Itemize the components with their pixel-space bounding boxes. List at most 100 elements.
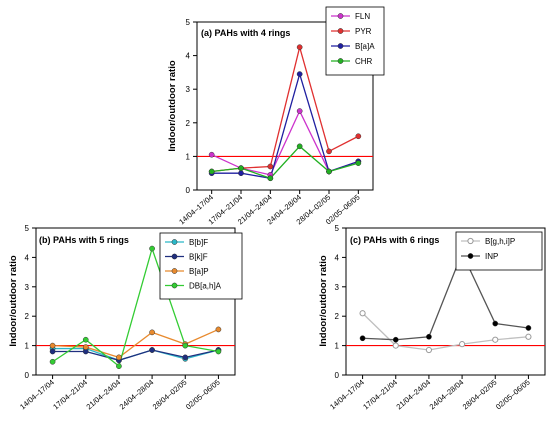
legend-label: B[a]A xyxy=(355,42,375,51)
chart-panel-1: 01234514/04–17/0417/04–21/0421/04–24/042… xyxy=(167,6,385,226)
legend: B[b]F B[k]F B[a]P DB[a,h]A xyxy=(159,232,243,300)
chart-panel-3: 01234514/04–17/0417/04–21/0421/04–24/042… xyxy=(318,224,546,412)
series-line-CHR xyxy=(211,145,359,179)
legend-marker xyxy=(171,239,178,245)
data-point-PYR xyxy=(296,44,303,51)
x-tick-label: 28/04–02/05 xyxy=(461,378,499,412)
data-point-B[a]P xyxy=(82,344,89,350)
data-point-B[a]P xyxy=(116,354,122,361)
data-point-DB[a,h]A xyxy=(49,358,56,365)
data-point-PYR xyxy=(267,163,274,170)
legend-marker xyxy=(337,28,344,34)
legend-marker xyxy=(171,253,178,260)
data-point-B[g,h,i]P xyxy=(425,346,433,354)
legend-label: B[k]F xyxy=(189,253,208,262)
x-tick-label: 17/04–21/04 xyxy=(51,378,89,412)
x-tick-label: 14/04–17/04 xyxy=(328,378,366,412)
data-point-B[g,h,i]P xyxy=(392,342,399,349)
data-point-INP xyxy=(392,336,399,343)
data-point-INP xyxy=(426,333,432,340)
data-point-B[a]P xyxy=(149,329,155,336)
y-tick-label: 4 xyxy=(25,253,30,262)
data-point-CHR xyxy=(208,168,215,175)
data-point-INP xyxy=(359,335,366,342)
y-tick-label: 3 xyxy=(186,85,191,94)
series-line-INP xyxy=(362,251,529,341)
x-tick-label: 02/05–06/05 xyxy=(184,378,222,412)
legend-label: PYR xyxy=(355,27,372,36)
chart-panel-2: 01234514/04–17/0417/04–21/0421/04–24/042… xyxy=(8,224,243,412)
data-point-DB[a,h]A xyxy=(116,363,122,370)
legend-marker xyxy=(467,253,474,259)
data-point-CHR xyxy=(326,168,332,175)
legend: B[g,h,i]P INP xyxy=(455,231,543,271)
data-point-B[a]P xyxy=(49,342,56,349)
x-tick-label: 24/04–28/04 xyxy=(118,378,156,412)
data-point-B[g,h,i]P xyxy=(492,336,499,343)
y-tick-label: 0 xyxy=(335,371,340,380)
legend-label: B[b]F xyxy=(189,238,208,247)
y-axis-label: Indoor/outdoor ratio xyxy=(318,255,329,346)
data-point-B[g,h,i]P xyxy=(458,341,466,348)
data-point-DB[a,h]A xyxy=(182,342,189,349)
y-tick-label: 5 xyxy=(186,18,191,27)
data-point-B[k]F xyxy=(149,347,155,353)
x-tick-label: 21/04–24/04 xyxy=(84,378,122,412)
data-point-INP xyxy=(525,325,532,331)
x-tick-label: 28/04–02/05 xyxy=(151,378,189,412)
panel-title: (c) PAHs with 6 rings xyxy=(350,235,439,245)
x-tick-label: 14/04–17/04 xyxy=(18,378,56,412)
y-tick-label: 3 xyxy=(25,283,30,292)
y-tick-label: 1 xyxy=(25,342,30,351)
x-tick-label: 21/04–24/04 xyxy=(394,378,432,412)
legend-label: CHR xyxy=(355,57,373,66)
legend: FLN PYR B[a]A CHR xyxy=(325,6,385,76)
y-tick-label: 1 xyxy=(186,152,191,161)
legend-marker xyxy=(337,43,344,49)
series-line-B[g,h,i]P xyxy=(362,312,529,351)
legend-marker xyxy=(171,268,178,274)
data-point-DB[a,h]A xyxy=(149,245,155,252)
x-tick-label: 24/04–28/04 xyxy=(428,378,466,412)
legend-label: B[g,h,i]P xyxy=(485,237,515,246)
y-tick-label: 2 xyxy=(25,312,30,321)
legend-box xyxy=(325,6,385,76)
legend-marker xyxy=(171,282,178,289)
y-tick-label: 5 xyxy=(335,224,340,233)
x-tick-label: 17/04–21/04 xyxy=(361,378,399,412)
y-tick-label: 2 xyxy=(186,119,191,128)
series-line-B[a]P xyxy=(52,328,219,359)
y-tick-label: 0 xyxy=(186,186,191,195)
y-tick-label: 0 xyxy=(25,371,30,380)
data-point-B[g,h,i]P xyxy=(525,333,532,340)
series-line-B[k]F xyxy=(52,349,219,361)
y-tick-label: 2 xyxy=(335,312,340,321)
data-point-CHR xyxy=(267,175,274,182)
y-tick-label: 4 xyxy=(335,253,340,262)
legend-label: INP xyxy=(485,252,498,261)
panel-title: (b) PAHs with 5 rings xyxy=(39,235,129,245)
data-point-FLN xyxy=(208,151,215,158)
data-point-B[k]F xyxy=(182,354,189,361)
data-point-B[a]A xyxy=(296,71,303,77)
data-point-B[k]F xyxy=(49,348,56,355)
legend-marker xyxy=(337,58,344,64)
data-point-DB[a,h]A xyxy=(215,348,222,355)
legend-label: DB[a,h]A xyxy=(189,282,222,291)
y-axis-label: Indoor/outdoor ratio xyxy=(167,60,178,151)
data-point-FLN xyxy=(296,108,303,114)
data-point-INP xyxy=(492,320,499,327)
y-tick-label: 1 xyxy=(335,342,340,351)
data-point-CHR xyxy=(296,143,303,150)
legend-marker xyxy=(337,13,344,19)
data-point-B[g,h,i]P xyxy=(359,310,366,317)
legend-marker xyxy=(467,237,474,245)
x-tick-label: 02/05–06/05 xyxy=(494,378,532,412)
y-axis-label: Indoor/outdoor ratio xyxy=(8,255,19,346)
data-point-B[a]P xyxy=(215,326,222,333)
legend-label: FLN xyxy=(355,12,370,21)
legend-label: B[a]P xyxy=(189,267,209,276)
y-tick-label: 3 xyxy=(335,283,340,292)
data-point-CHR xyxy=(355,160,362,166)
